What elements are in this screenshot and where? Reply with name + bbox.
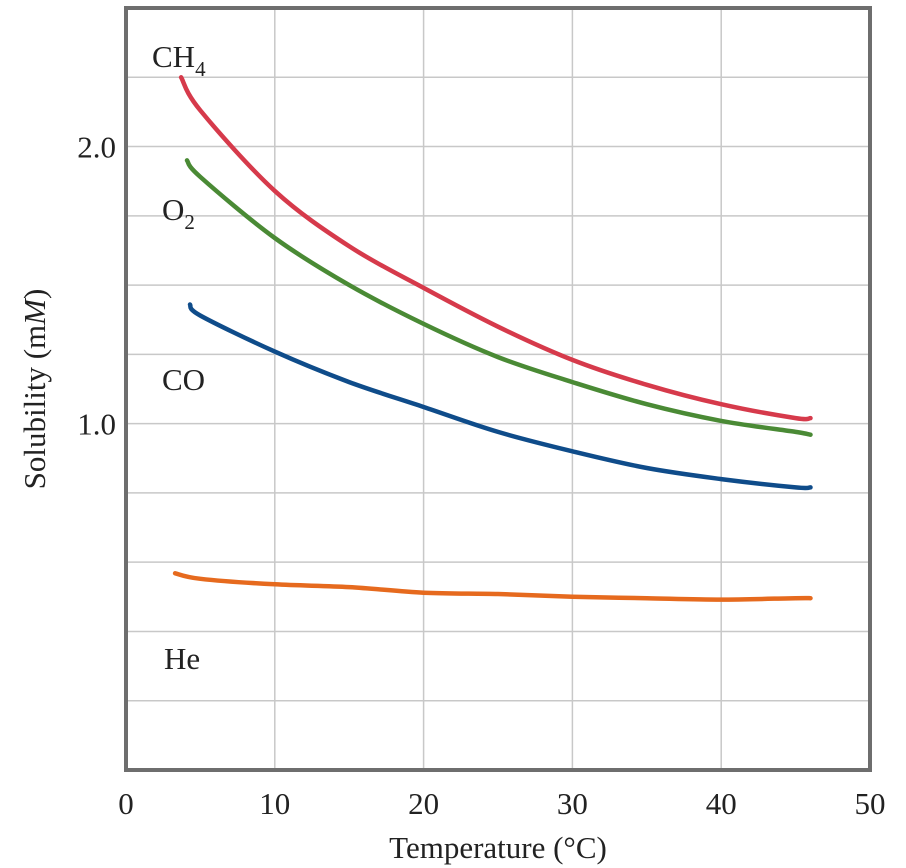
tick-labels: 0 10 20 30 40 50 1.0 2.0	[77, 130, 885, 821]
grid	[126, 7, 870, 770]
series-line-ch4	[178, 75, 813, 422]
x-tick-label: 50	[855, 786, 886, 821]
y-axis-title: Solubility (mM)	[17, 289, 52, 490]
y-tick-label: 2.0	[77, 130, 116, 165]
plot-frame	[124, 6, 872, 772]
series-line-o2	[184, 158, 813, 437]
x-tick-label: 30	[557, 786, 588, 821]
x-axis-title: Temperature (°C)	[389, 830, 607, 865]
co-label-background	[158, 358, 232, 398]
series-lines	[172, 75, 813, 602]
series-line-co	[187, 302, 813, 491]
y-tick-label: 1.0	[77, 407, 116, 442]
x-tick-label: 10	[259, 786, 290, 821]
series-label-co: CO	[162, 362, 205, 397]
x-tick-label: 40	[706, 786, 737, 821]
series-label-o2: O2	[162, 192, 195, 234]
x-tick-label: 20	[408, 786, 439, 821]
series-line-he	[172, 571, 813, 602]
x-tick-label: 0	[118, 786, 134, 821]
series-label-ch4: CH4	[152, 39, 206, 81]
series-label-he: He	[164, 641, 200, 676]
